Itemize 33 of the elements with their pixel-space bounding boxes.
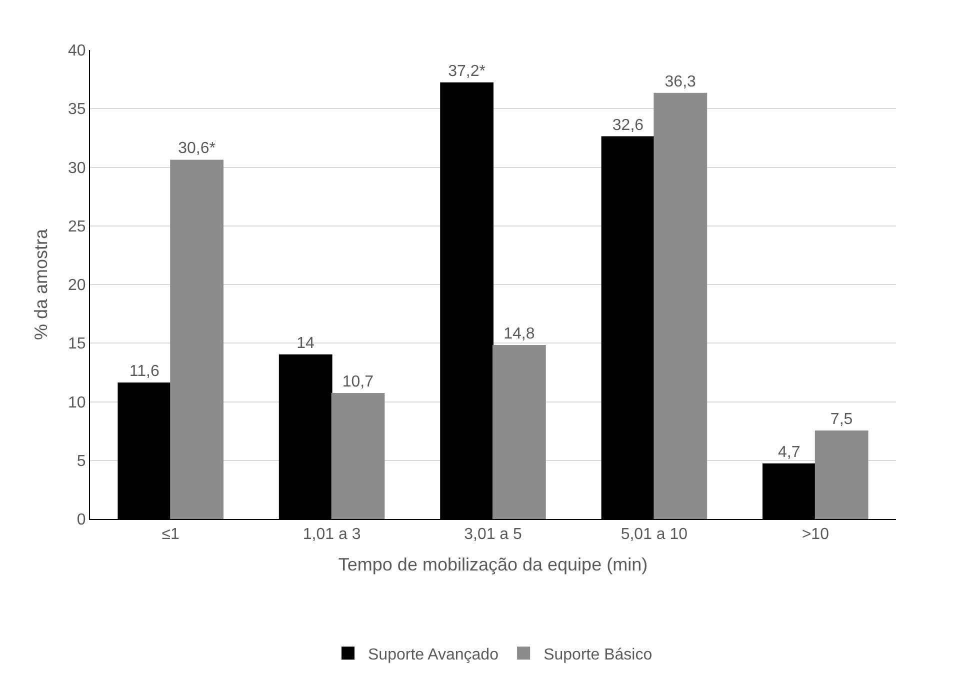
data-label: 11,6 [129,362,160,380]
y-tick-label: 20 [68,277,86,294]
bar [331,393,385,519]
bar [654,92,708,519]
x-tick-label: >10 [802,526,830,544]
y-tick-label: 30 [68,160,86,177]
data-label: 7,5 [830,411,853,428]
data-label: 36,3 [664,73,696,90]
data-label: 30,6* [178,140,216,158]
y-tick-label: 40 [68,42,86,60]
y-axis-title: % da amostra [31,228,52,340]
bar [492,344,546,519]
data-label: 37,2* [448,62,486,80]
data-label: 10,7 [342,374,374,391]
data-label: 14,8 [504,325,535,342]
y-tick-label: 15 [68,336,86,353]
bar [814,430,868,519]
x-tick-label: ≤1 [162,526,180,544]
data-label: 4,7 [778,444,800,461]
y-tick-label: 0 [76,512,86,529]
y-tick-label: 35 [68,101,86,118]
x-tick-label: 5,01 a 10 [620,526,688,544]
data-label: 32,6 [612,116,644,134]
x-tick-label: 3,01 a 5 [464,526,522,544]
y-tick-label: 5 [76,452,86,470]
x-tick-label: 1,01 a 3 [302,526,361,544]
y-tick-label: 25 [68,218,86,236]
bar [170,160,224,519]
legend-label: Suporte Avançado [368,646,499,664]
y-tick-label: 10 [68,394,86,412]
x-axis-title: Tempo de mobilização da equipe (min) [338,554,648,574]
legend-label: Suporte Básico [544,646,652,664]
data-label: 14 [296,334,315,352]
